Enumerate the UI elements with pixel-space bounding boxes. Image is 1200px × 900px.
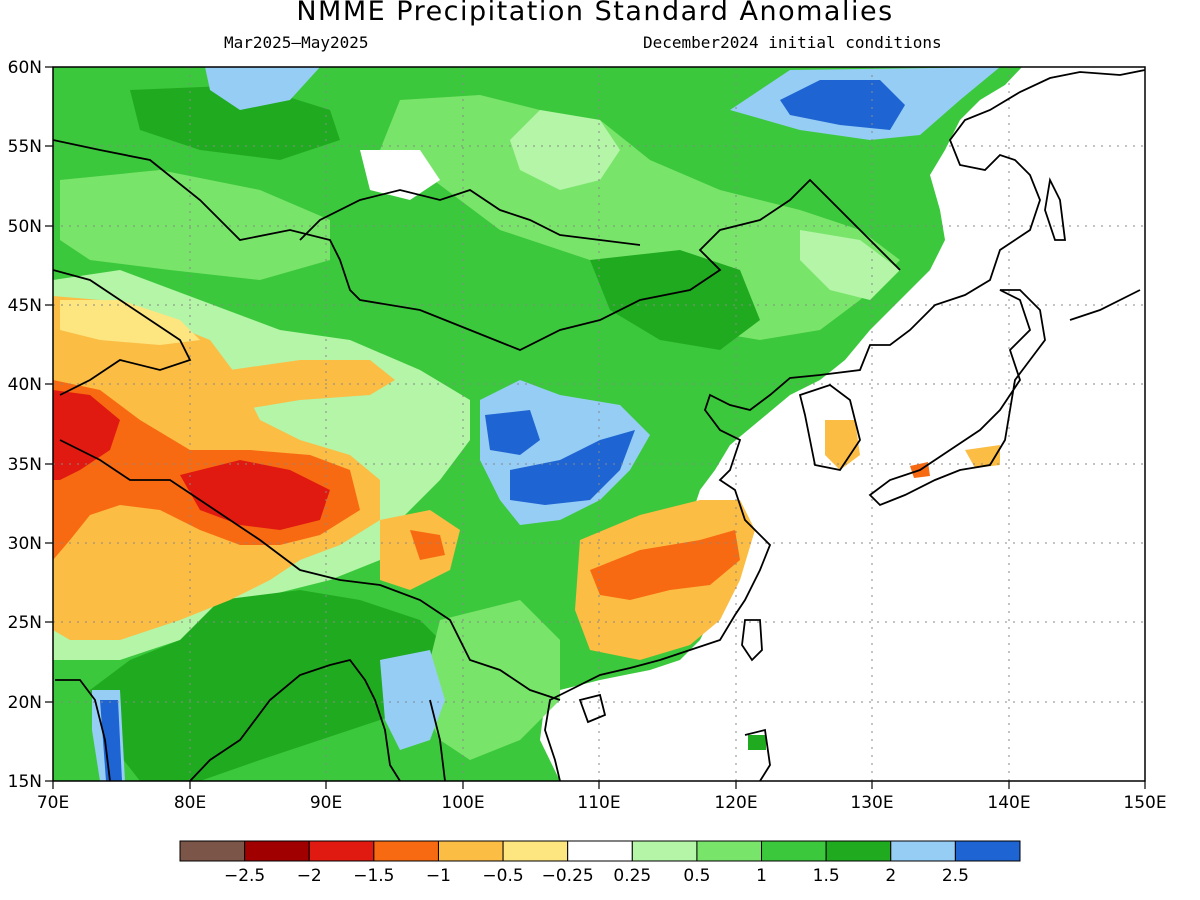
colorbar-swatch bbox=[696, 840, 763, 862]
colorbar-swatch bbox=[308, 840, 375, 862]
lon-label: 120E bbox=[714, 793, 757, 813]
lat-label: 20N bbox=[8, 693, 42, 713]
colorbar-swatch bbox=[631, 840, 698, 862]
lon-label: 100E bbox=[441, 793, 484, 813]
colorbar-swatch bbox=[954, 840, 1021, 862]
map-title: NMME Precipitation Standard Anomalies bbox=[296, 0, 894, 27]
colorbar-swatch bbox=[825, 840, 892, 862]
colorbar-swatch bbox=[761, 840, 827, 862]
colorbar-swatch bbox=[437, 840, 504, 862]
colorbar-swatch bbox=[244, 840, 310, 862]
lon-label: 130E bbox=[850, 793, 893, 813]
lat-label: 45N bbox=[8, 296, 42, 316]
colorbar-label: −2 bbox=[297, 866, 322, 886]
longitude-labels: 70E 80E 90E 100E 110E 120E 130E 140E 150… bbox=[37, 793, 1167, 813]
lat-label: 15N bbox=[8, 772, 42, 792]
colorbar-label: 1 bbox=[756, 866, 767, 886]
lon-label: 80E bbox=[174, 793, 206, 813]
initial-conditions: December2024 initial conditions bbox=[643, 33, 942, 52]
colorbar-label: 0.25 bbox=[613, 866, 651, 886]
lat-label: 55N bbox=[8, 137, 42, 157]
grid-lines bbox=[53, 67, 1145, 781]
colorbar-label: 0.5 bbox=[683, 866, 710, 886]
colorbar-label: −0.5 bbox=[482, 866, 523, 886]
lon-label: 110E bbox=[577, 793, 620, 813]
lon-label: 140E bbox=[987, 793, 1030, 813]
colorbar-label: 2 bbox=[885, 866, 896, 886]
lon-label: 90E bbox=[310, 793, 342, 813]
colorbar-label: 1.5 bbox=[813, 866, 840, 886]
axis-ticks bbox=[45, 66, 1146, 789]
lat-label: 35N bbox=[8, 455, 42, 475]
lat-label: 25N bbox=[8, 613, 42, 633]
anomaly-field bbox=[53, 67, 1145, 781]
lat-label: 50N bbox=[8, 217, 42, 237]
forecast-period: Mar2025–May2025 bbox=[224, 33, 369, 52]
coastlines bbox=[53, 69, 1145, 781]
colorbar-swatch bbox=[890, 840, 956, 862]
colorbar-label: −2.5 bbox=[224, 866, 265, 886]
lat-label: 30N bbox=[8, 534, 42, 554]
colorbar: −2.5 −2 −1.5 −1 −0.5 −0.25 0.25 0.5 1 1.5 2 2.5 bbox=[179, 840, 1021, 886]
lat-label: 40N bbox=[8, 375, 42, 395]
colorbar-swatch bbox=[373, 840, 439, 862]
colorbar-label: −1 bbox=[426, 866, 451, 886]
latitude-labels: 60N 55N 50N 45N 40N 35N 30N 25N 20N 15N bbox=[8, 58, 42, 792]
colorbar-swatch bbox=[502, 840, 569, 862]
colorbar-label: −0.25 bbox=[542, 866, 594, 886]
colorbar-label: 2.5 bbox=[942, 866, 969, 886]
colorbar-swatch bbox=[179, 840, 246, 862]
colorbar-swatch bbox=[567, 840, 633, 862]
lat-label: 60N bbox=[8, 58, 42, 78]
lon-label: 70E bbox=[37, 793, 69, 813]
lon-label: 150E bbox=[1123, 793, 1166, 813]
colorbar-label: −1.5 bbox=[353, 866, 394, 886]
